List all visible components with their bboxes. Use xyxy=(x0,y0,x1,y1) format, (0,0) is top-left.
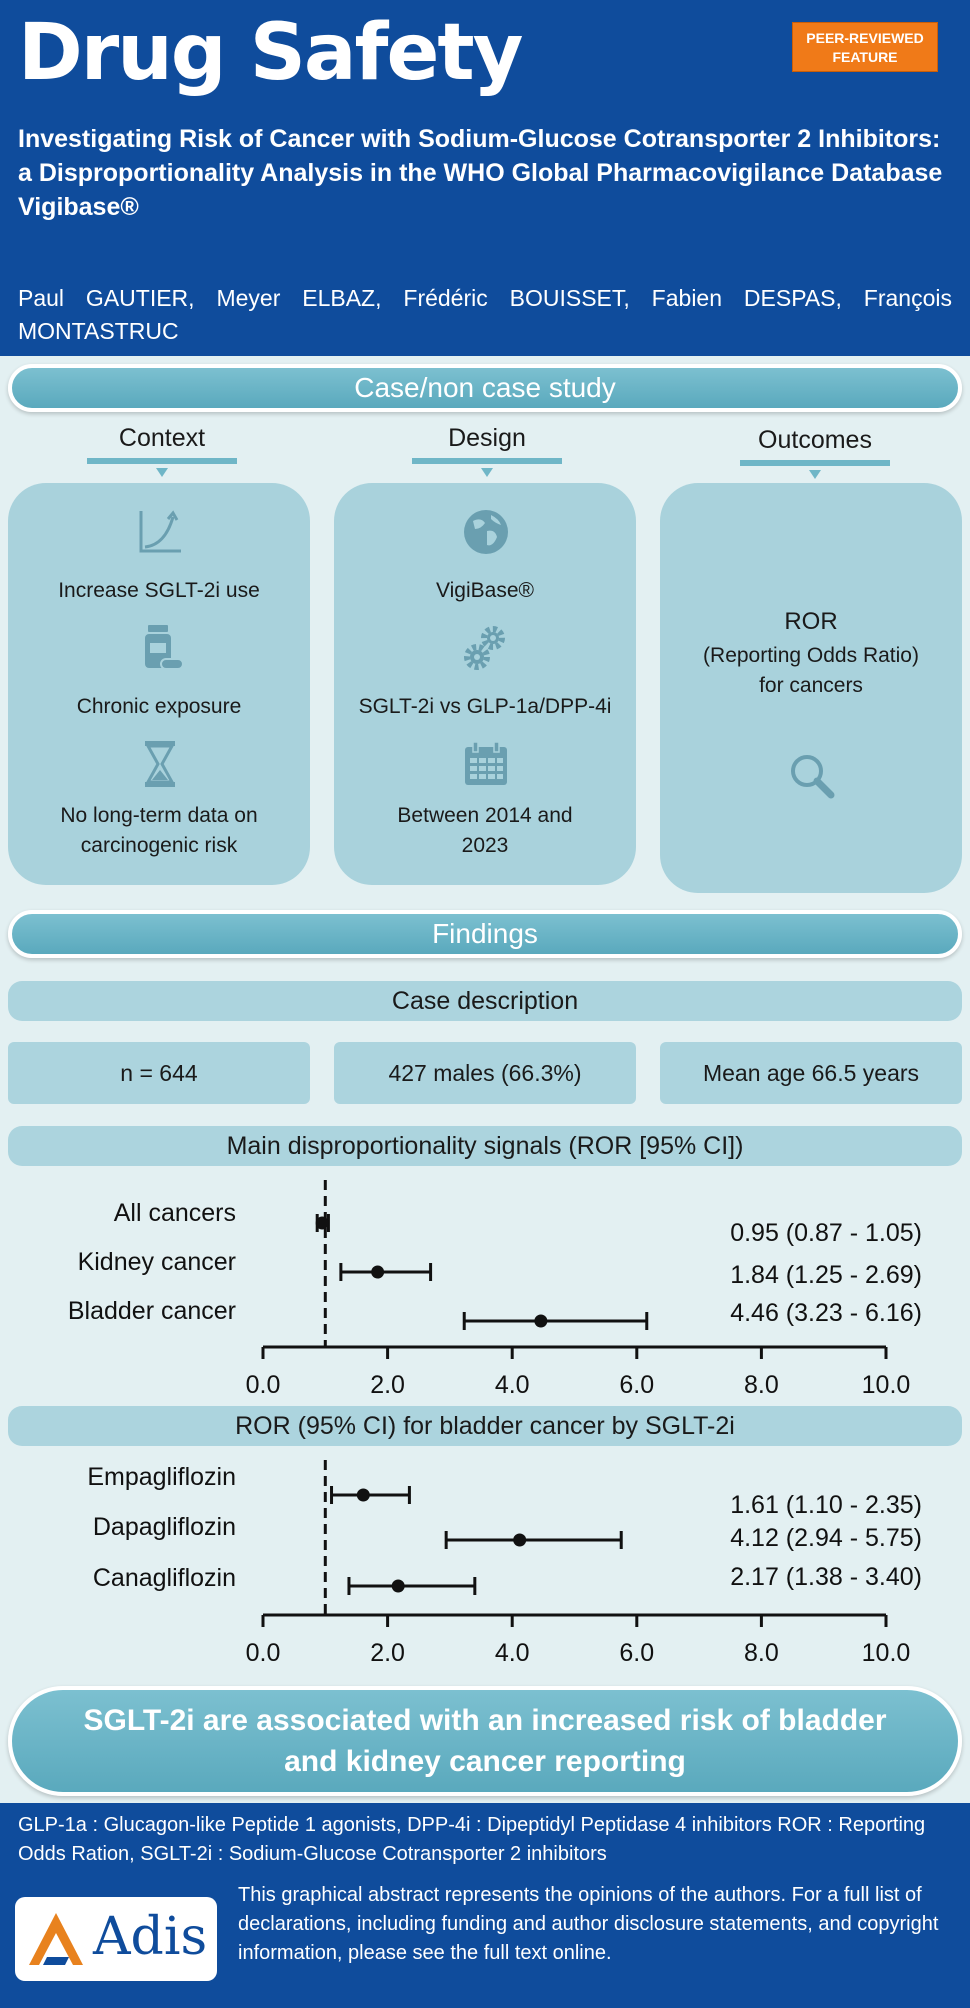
point-estimate xyxy=(371,1265,385,1279)
category-label: Dapagliflozin xyxy=(93,1513,236,1541)
value-label: 1.61 (1.10 - 2.35) xyxy=(730,1491,922,1519)
calendar-icon xyxy=(465,741,507,785)
forest-plot-bladder-svg: 0.0 2.0 4.0 6.0 8.0 10.0 Empagliflozin 1.61 (1.… xyxy=(87,1460,922,1667)
point-estimate xyxy=(513,1533,527,1547)
stat-males: 427 males (66.3%) xyxy=(334,1042,636,1104)
x-tick-label: 8.0 xyxy=(744,1371,779,1399)
value-label: 0.95 (0.87 - 1.05) xyxy=(730,1219,922,1247)
x-tick-label: 2.0 xyxy=(370,1639,405,1667)
category-label: Canagliflozin xyxy=(93,1564,236,1592)
value-label: 4.12 (2.94 - 5.75) xyxy=(730,1524,922,1552)
outcome-ror: ROR xyxy=(784,608,838,635)
value-label: 1.84 (1.25 - 2.69) xyxy=(730,1261,922,1289)
value-label: 4.46 (3.23 - 6.16) xyxy=(730,1299,922,1327)
footer: GLP-1a : Glucagon-like Peptide 1 agonist… xyxy=(0,1803,970,2008)
abbreviations: GLP-1a : Glucagon-like Peptide 1 agonist… xyxy=(18,1814,926,1865)
context-item: Increase SGLT-2i use xyxy=(58,579,260,602)
outcome-cancers: for cancers xyxy=(759,674,863,697)
conclusion-banner: SGLT-2i are associated with an increased… xyxy=(8,1686,962,1796)
forest-plot-bladder: 0.0 2.0 4.0 6.0 8.0 10.0 Empagliflozin 1.61 (1.… xyxy=(0,1450,970,1680)
study-banner: Case/non case study xyxy=(8,364,962,412)
authors: Paul GAUTIER, Meyer ELBAZ, Frédéric BOUI… xyxy=(18,285,952,344)
x-tick-label: 10.0 xyxy=(862,1371,911,1399)
point-estimate xyxy=(534,1314,548,1328)
design-item: Between 2014 and 2023 xyxy=(397,804,573,857)
x-tick-label: 4.0 xyxy=(495,1371,530,1399)
category-label: All cancers xyxy=(114,1199,236,1227)
x-tick-label: 4.0 xyxy=(495,1639,530,1667)
heading-underline xyxy=(412,458,562,464)
case-description-header: Case description xyxy=(8,981,962,1021)
adis-logo-mark-icon xyxy=(29,1913,83,1965)
category-label: Empagliflozin xyxy=(87,1463,236,1491)
outcomes-heading: Outcomes xyxy=(740,426,890,479)
point-estimate xyxy=(391,1579,405,1593)
point-estimate xyxy=(356,1488,370,1502)
design-heading: Design xyxy=(412,424,562,477)
point-estimate xyxy=(315,1216,329,1230)
x-tick-label: 2.0 xyxy=(370,1371,405,1399)
x-tick-label: 8.0 xyxy=(744,1639,779,1667)
chart-curve-icon xyxy=(139,510,181,553)
outcomes-heading-label: Outcomes xyxy=(758,426,872,454)
stat-n: n = 644 xyxy=(8,1042,310,1104)
context-heading: Context xyxy=(87,424,237,477)
adis-logo: Adis xyxy=(15,1897,217,1981)
heading-underline xyxy=(87,458,237,464)
heading-arrow xyxy=(809,470,821,479)
pill-bottle-icon xyxy=(145,625,184,670)
design-item: VigiBase® xyxy=(436,579,534,602)
badge-line-2: FEATURE xyxy=(832,49,898,65)
journal-title: Drug Safety xyxy=(18,8,524,98)
x-tick-label: 6.0 xyxy=(619,1371,654,1399)
peer-reviewed-badge: PEER-REVIEWED FEATURE xyxy=(792,22,938,72)
heading-arrow xyxy=(481,468,493,477)
x-tick-label: 6.0 xyxy=(619,1639,654,1667)
findings-banner: Findings xyxy=(8,910,962,958)
heading-arrow xyxy=(156,468,168,477)
context-item: Chronic exposure xyxy=(76,695,242,718)
header: Drug Safety PEER-REVIEWED FEATURE Invest… xyxy=(0,0,970,356)
design-item: SGLT-2i vs GLP-1a/DPP-4i xyxy=(358,695,612,718)
context-heading-label: Context xyxy=(118,424,206,452)
signals-header: Main disproportionality signals (ROR [95… xyxy=(8,1126,962,1166)
disclaimer: This graphical abstract represents the o… xyxy=(238,1884,939,1964)
stat-age: Mean age 66.5 years xyxy=(660,1042,962,1104)
category-label: Kidney cancer xyxy=(78,1248,236,1276)
heading-underline xyxy=(740,460,890,466)
forest-plot-signals: 0.0 2.0 4.0 6.0 8.0 10.0 All cancers 0.95 (0.87… xyxy=(0,1170,970,1400)
outcomes-card: ROR (Reporting Odds Ratio) for cancers xyxy=(660,483,962,893)
value-label: 2.17 (1.38 - 3.40) xyxy=(730,1563,922,1591)
magnifier-icon xyxy=(791,755,835,799)
x-tick-label: 10.0 xyxy=(862,1639,911,1667)
design-heading-label: Design xyxy=(448,424,526,452)
context-item: No long-term data on carcinogenic risk xyxy=(60,804,258,857)
gears-icon xyxy=(464,626,505,670)
globe-icon xyxy=(464,510,508,554)
outcome-ror-full: (Reporting Odds Ratio) xyxy=(703,644,919,667)
hourglass-icon xyxy=(145,741,175,787)
design-card: VigiBase® SGLT-2i vs GLP-1a/DPP-4i Betwe… xyxy=(334,483,636,885)
bladder-header: ROR (95% CI) for bladder cancer by SGLT-… xyxy=(8,1406,962,1446)
x-tick-label: 0.0 xyxy=(246,1371,281,1399)
badge-line-1: PEER-REVIEWED xyxy=(806,30,924,46)
article-title: Investigating Risk of Cancer with Sodium… xyxy=(18,125,943,221)
forest-plot-signals-svg: 0.0 2.0 4.0 6.0 8.0 10.0 All cancers 0.95 (0.87… xyxy=(68,1180,922,1399)
context-card: Increase SGLT-2i use Chronic exposure No… xyxy=(8,483,310,885)
adis-wordmark: Adis xyxy=(93,1907,208,1967)
x-tick-label: 0.0 xyxy=(246,1639,281,1667)
category-label: Bladder cancer xyxy=(68,1297,236,1325)
